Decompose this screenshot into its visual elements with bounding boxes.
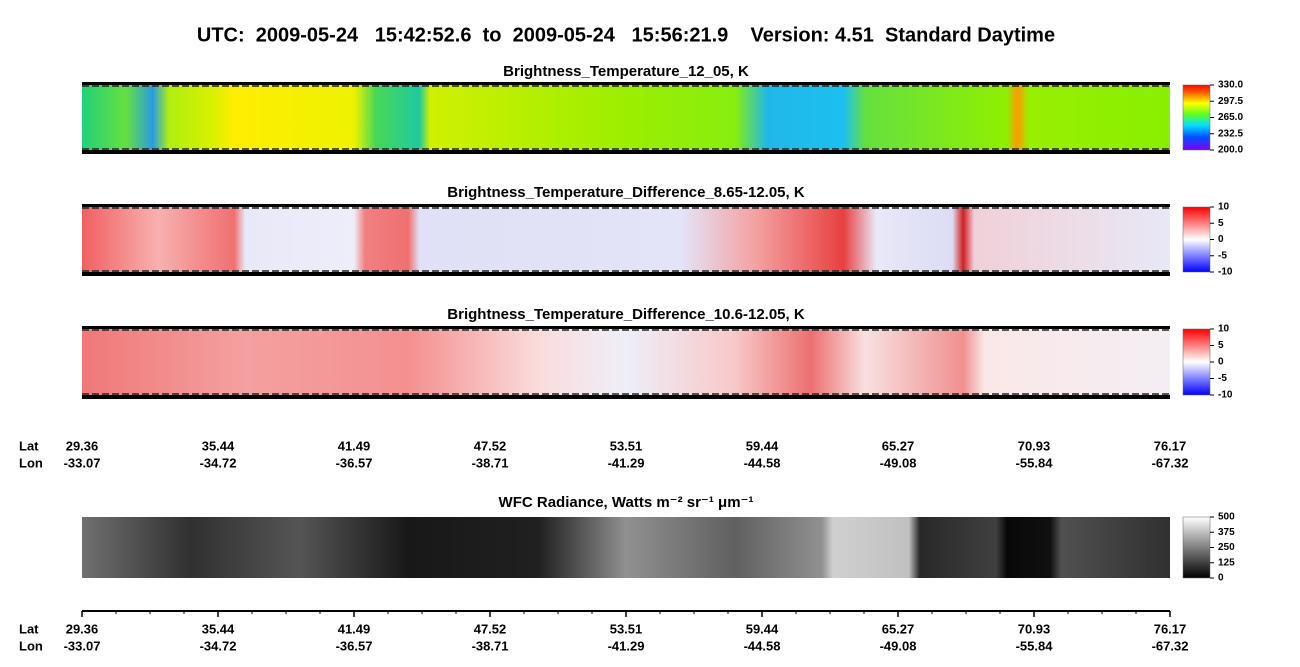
lat-label: 76.17 <box>1154 621 1187 636</box>
lat-label: 29.36 <box>66 621 99 636</box>
lon-label: -41.29 <box>608 638 645 653</box>
panel-title: Brightness_Temperature_Difference_10.6-1… <box>447 306 805 323</box>
lon-label: -33.07 <box>64 638 101 653</box>
colorbar-tick-label: 0 <box>1218 573 1224 584</box>
colorbar-tick-label: 200.0 <box>1218 145 1243 156</box>
lon-label: -38.71 <box>472 455 509 470</box>
lon-label: -44.58 <box>744 455 781 470</box>
panel-title: Brightness_Temperature_12_05, K <box>503 63 749 80</box>
lat-label: 35.44 <box>202 621 235 636</box>
colorbar-tick-label: 0 <box>1218 234 1224 245</box>
axis-row-label: Lat <box>19 438 39 453</box>
lat-label: 59.44 <box>746 621 779 636</box>
colorbar <box>1182 328 1211 396</box>
lat-label: 53.51 <box>610 438 643 453</box>
heatmap-image <box>82 517 1170 578</box>
colorbar <box>1182 84 1211 151</box>
heatmap-image <box>82 329 1170 395</box>
colorbar <box>1182 516 1211 579</box>
colorbar-tick-label: 330.0 <box>1218 80 1243 91</box>
colorbar-tick-label: -10 <box>1218 390 1233 401</box>
panel-title: WFC Radiance, Watts m⁻² sr⁻¹ μm⁻¹ <box>499 494 754 511</box>
page-title: UTC: 2009-05-24 15:42:52.6 to 2009-05-24… <box>197 24 1055 46</box>
border-bar <box>82 82 1170 85</box>
lon-label: -33.07 <box>64 455 101 470</box>
colorbar-tick-label: -10 <box>1218 267 1233 278</box>
colorbar-tick-label: -5 <box>1218 250 1227 261</box>
heatmap-image <box>82 85 1170 150</box>
colorbar-tick-label: 0 <box>1218 357 1224 368</box>
lat-label: 65.27 <box>882 621 915 636</box>
lat-label: 70.93 <box>1018 621 1051 636</box>
lon-label: -49.08 <box>880 455 917 470</box>
lon-label: -55.84 <box>1016 455 1054 470</box>
lat-label: 47.52 <box>474 621 507 636</box>
lat-label: 35.44 <box>202 438 235 453</box>
colorbar-tick-label: 500 <box>1218 512 1235 523</box>
lon-label: -67.32 <box>1152 638 1189 653</box>
lon-label: -34.72 <box>200 638 237 653</box>
lon-label: -44.58 <box>744 638 781 653</box>
colorbar-tick-label: 297.5 <box>1218 96 1243 107</box>
colorbar-tick-label: 125 <box>1218 557 1235 568</box>
border-bar <box>82 204 1170 207</box>
panel-title: Brightness_Temperature_Difference_8.65-1… <box>447 184 805 201</box>
colorbar-tick-label: 232.5 <box>1218 128 1243 139</box>
border-bar <box>82 150 1170 154</box>
heatmap-image <box>82 207 1170 272</box>
colorbar-tick-label: 265.0 <box>1218 112 1243 123</box>
lat-label: 41.49 <box>338 621 371 636</box>
colorbar-tick-label: 375 <box>1218 527 1235 538</box>
lat-label: 41.49 <box>338 438 371 453</box>
lon-label: -55.84 <box>1016 638 1054 653</box>
colorbar <box>1182 206 1211 273</box>
border-bar <box>82 272 1170 276</box>
lat-label: 65.27 <box>882 438 915 453</box>
colorbar-tick-label: -5 <box>1218 373 1227 384</box>
lat-label: 59.44 <box>746 438 779 453</box>
colorbar-tick-label: 5 <box>1218 340 1224 351</box>
axis-row-label: Lon <box>19 455 43 470</box>
lon-label: -67.32 <box>1152 455 1189 470</box>
axis-row-label: Lat <box>19 621 39 636</box>
axis-row-label: Lon <box>19 638 43 653</box>
border-bar <box>82 326 1170 329</box>
colorbar-tick-label: 5 <box>1218 218 1224 229</box>
colorbar-tick-label: 250 <box>1218 542 1235 553</box>
lon-label: -38.71 <box>472 638 509 653</box>
lon-label: -34.72 <box>200 455 237 470</box>
lon-label: -41.29 <box>608 455 645 470</box>
colorbar-tick-label: 10 <box>1218 202 1230 213</box>
border-bar <box>82 395 1170 399</box>
lat-label: 70.93 <box>1018 438 1051 453</box>
lon-label: -36.57 <box>336 638 373 653</box>
lon-label: -49.08 <box>880 638 917 653</box>
colorbar-tick-label: 10 <box>1218 324 1230 335</box>
lon-label: -36.57 <box>336 455 373 470</box>
lat-label: 29.36 <box>66 438 99 453</box>
lat-label: 53.51 <box>610 621 643 636</box>
lat-label: 76.17 <box>1154 438 1187 453</box>
lat-label: 47.52 <box>474 438 507 453</box>
